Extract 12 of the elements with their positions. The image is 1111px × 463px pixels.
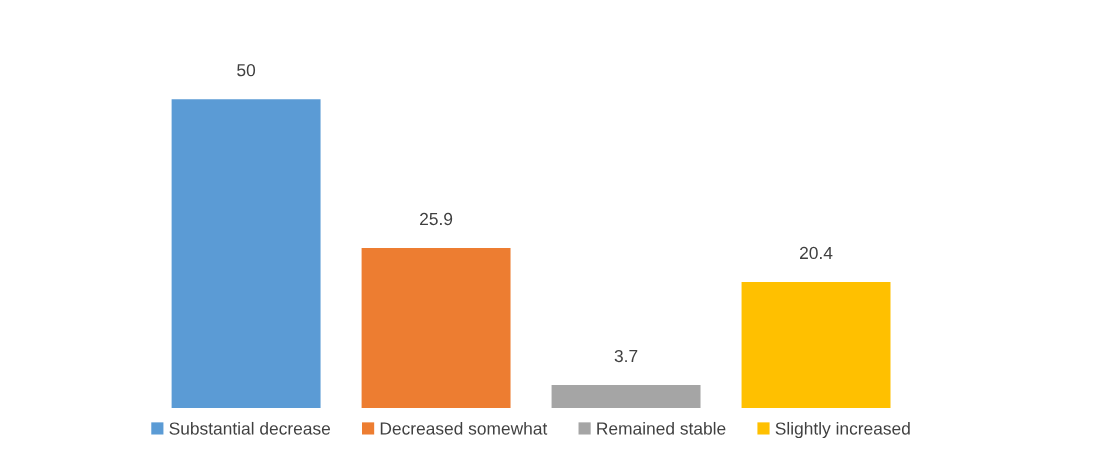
data-label: 25.9 <box>420 212 453 226</box>
legend-label: Slightly increased <box>775 421 910 439</box>
data-label: 20.4 <box>800 246 833 260</box>
bar <box>171 99 321 408</box>
legend-label: Remained stable <box>597 421 726 435</box>
bar <box>551 385 701 408</box>
legend-label: Substantial decrease <box>169 421 331 435</box>
bar <box>361 248 511 408</box>
data-label: 50 <box>237 64 256 77</box>
data-label: 3.7 <box>614 349 638 363</box>
legend-label: Decreased somewhat <box>380 421 548 435</box>
bar <box>741 281 891 408</box>
